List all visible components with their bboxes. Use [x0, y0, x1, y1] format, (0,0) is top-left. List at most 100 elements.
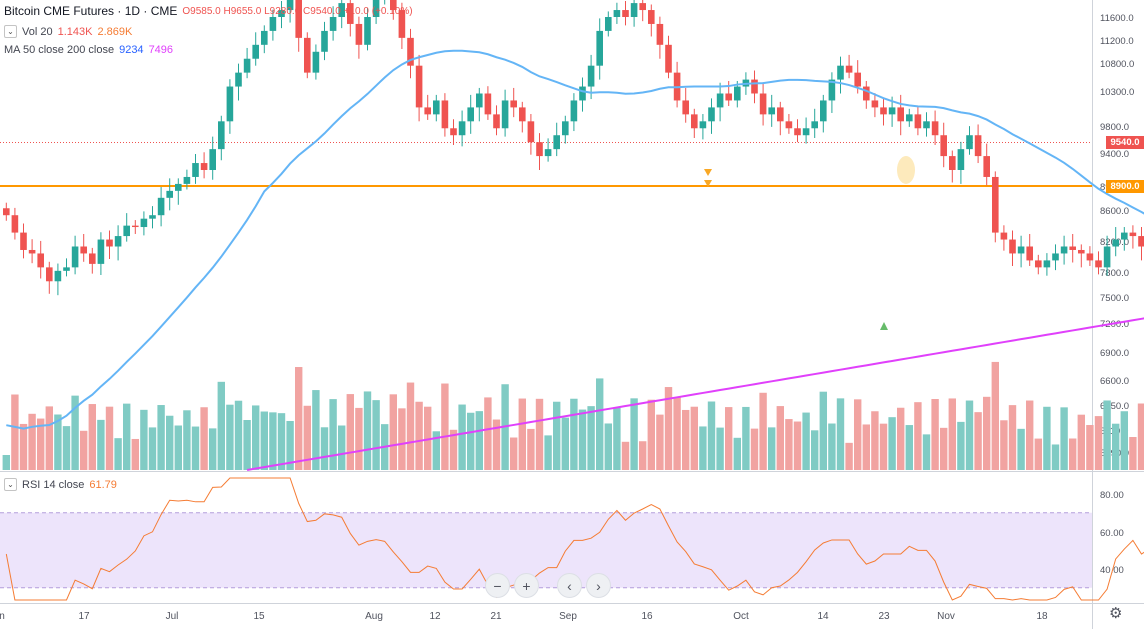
candle-body[interactable] — [37, 253, 44, 268]
candle-body[interactable] — [974, 135, 982, 157]
candle-body[interactable] — [63, 267, 70, 271]
candle-body[interactable] — [192, 163, 199, 177]
candle-body[interactable] — [493, 114, 500, 129]
candle-body[interactable] — [777, 107, 784, 122]
candle-body[interactable] — [888, 107, 896, 115]
candle-body[interactable] — [708, 107, 715, 122]
candle-body[interactable] — [304, 37, 311, 73]
candle-body[interactable] — [570, 100, 578, 122]
rsi-label[interactable]: RSI 14 close — [22, 478, 85, 491]
candle-body[interactable] — [837, 65, 844, 80]
candle-body[interactable] — [252, 44, 259, 59]
candle-body[interactable] — [759, 93, 767, 115]
candle-body[interactable] — [622, 10, 629, 17]
scroll-left-icon[interactable]: ‹ — [557, 573, 582, 598]
candle-body[interactable] — [656, 23, 664, 45]
candle-body[interactable] — [734, 86, 741, 101]
candle-body[interactable] — [630, 3, 638, 17]
candle-body[interactable] — [544, 149, 552, 157]
candle-body[interactable] — [441, 100, 449, 129]
candle-body[interactable] — [906, 114, 913, 122]
candle-body[interactable] — [1138, 236, 1144, 247]
volume-label[interactable]: Vol 20 — [22, 25, 53, 38]
candle-body[interactable] — [424, 107, 431, 115]
settings-gear-icon[interactable]: ⚙ — [1109, 605, 1123, 622]
candle-body[interactable] — [802, 128, 810, 136]
candle-body[interactable] — [175, 183, 182, 191]
candle-body[interactable] — [579, 86, 586, 101]
candle-body[interactable] — [648, 10, 655, 24]
candle-body[interactable] — [476, 93, 483, 108]
candle-body[interactable] — [1060, 246, 1068, 254]
candle-body[interactable] — [450, 128, 457, 136]
candle-body[interactable] — [11, 215, 19, 233]
candle-body[interactable] — [132, 225, 139, 228]
candle-body[interactable] — [871, 100, 879, 108]
candle-body[interactable] — [1078, 249, 1085, 254]
candle-body[interactable] — [785, 121, 793, 129]
candle-body[interactable] — [587, 65, 595, 87]
candle-body[interactable] — [940, 135, 947, 157]
candle-body[interactable] — [811, 121, 818, 129]
candle-body[interactable] — [390, 0, 397, 11]
zoom-out-icon[interactable]: − — [485, 573, 510, 598]
candle-body[interactable] — [880, 107, 887, 115]
candle-body[interactable] — [407, 37, 414, 66]
candle-body[interactable] — [458, 121, 466, 136]
candle-body[interactable] — [329, 17, 337, 31]
candle-body[interactable] — [699, 121, 707, 129]
candle-body[interactable] — [923, 121, 930, 129]
candle-body[interactable] — [1000, 232, 1008, 240]
candle-body[interactable] — [828, 79, 836, 101]
candle-body[interactable] — [1129, 232, 1137, 237]
candle-body[interactable] — [536, 142, 543, 157]
candle-body[interactable] — [1026, 246, 1033, 261]
candle-body[interactable] — [209, 149, 216, 170]
scroll-right-icon[interactable]: › — [586, 573, 611, 598]
candle-body[interactable] — [820, 100, 827, 122]
chevron-down-icon[interactable]: ⌄ — [4, 25, 17, 38]
candle-body[interactable] — [1086, 253, 1094, 261]
candle-body[interactable] — [1069, 246, 1076, 250]
candle-body[interactable] — [235, 72, 242, 87]
candle-body[interactable] — [854, 72, 861, 87]
candle-body[interactable] — [71, 246, 79, 268]
candle-body[interactable] — [415, 65, 423, 108]
candle-body[interactable] — [725, 93, 732, 101]
candle-body[interactable] — [433, 100, 440, 115]
candle-body[interactable] — [1121, 232, 1128, 240]
candle-body[interactable] — [149, 215, 156, 219]
candle-body[interactable] — [347, 3, 354, 24]
candle-body[interactable] — [794, 128, 801, 136]
candle-body[interactable] — [1103, 246, 1111, 268]
candle-body[interactable] — [484, 93, 492, 115]
candle-body[interactable] — [166, 190, 173, 198]
candle-body[interactable] — [691, 114, 698, 129]
candle-body[interactable] — [562, 121, 569, 136]
candle-body[interactable] — [286, 0, 294, 11]
candle-body[interactable] — [553, 135, 560, 150]
candle-body[interactable] — [596, 30, 603, 66]
candle-body[interactable] — [243, 58, 251, 73]
candle-body[interactable] — [845, 65, 853, 73]
candle-body[interactable] — [613, 10, 621, 17]
candle-body[interactable] — [226, 86, 234, 122]
zoom-in-icon[interactable]: + — [514, 573, 539, 598]
candle-body[interactable] — [501, 100, 509, 129]
candle-body[interactable] — [863, 86, 870, 101]
candle-body[interactable] — [157, 197, 165, 216]
candle-body[interactable] — [914, 114, 922, 129]
candle-body[interactable] — [218, 121, 225, 150]
candle-body[interactable] — [89, 253, 96, 264]
candle-body[interactable] — [1035, 260, 1042, 268]
candle-body[interactable] — [123, 225, 130, 237]
candle-body[interactable] — [114, 236, 122, 247]
candle-body[interactable] — [510, 100, 517, 108]
candle-body[interactable] — [140, 218, 148, 228]
candle-body[interactable] — [716, 93, 724, 108]
candle-body[interactable] — [200, 163, 208, 170]
ma-label[interactable]: MA 50 close 200 close — [4, 44, 115, 56]
candle-body[interactable] — [519, 107, 526, 122]
candle-body[interactable] — [338, 3, 345, 17]
candle-body[interactable] — [897, 107, 904, 122]
